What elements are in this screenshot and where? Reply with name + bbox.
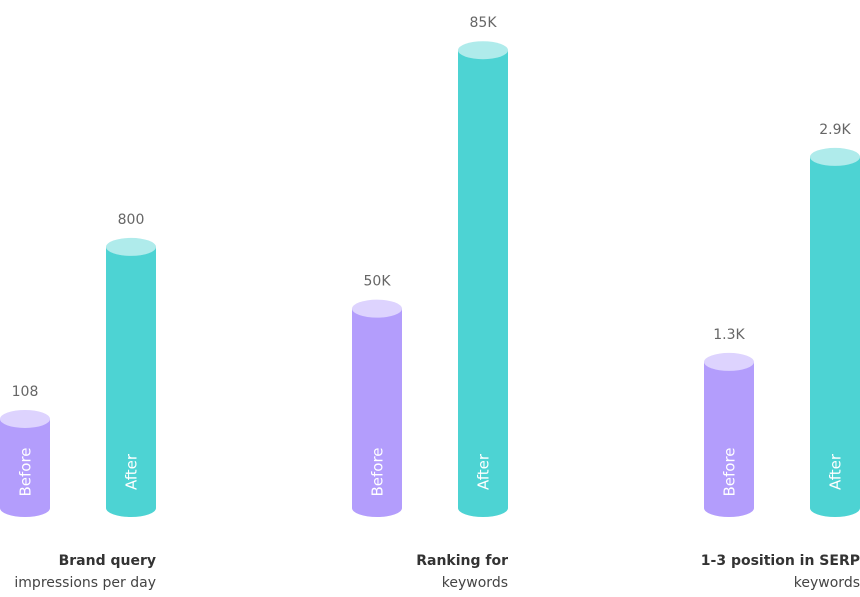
category-label: Before <box>17 447 35 496</box>
bar-body <box>458 50 508 517</box>
bar-body <box>704 361 754 517</box>
bar-cap <box>106 237 156 256</box>
bar <box>0 409 50 517</box>
value-label: 108 <box>12 384 39 400</box>
bar-body <box>352 308 402 517</box>
bar-body <box>810 156 860 518</box>
category-label: Before <box>721 447 739 496</box>
value-label: 85K <box>470 15 498 31</box>
bar-cap <box>352 299 402 318</box>
group-title: Brand query <box>59 553 156 569</box>
group-title: 1-3 position in SERP <box>701 553 860 569</box>
bar-body <box>0 418 50 517</box>
value-label: 2.9K <box>819 122 851 138</box>
group-title: Ranking for <box>416 553 508 569</box>
bar-cap <box>0 409 50 428</box>
bar <box>106 237 156 517</box>
category-label: After <box>123 453 141 490</box>
bar-cap <box>458 41 508 60</box>
group-subtitle: impressions per day <box>14 575 156 591</box>
bar-cap <box>704 352 754 371</box>
value-label: 1.3K <box>713 327 745 343</box>
category-label: After <box>475 453 493 490</box>
bar <box>458 41 508 517</box>
bar-body <box>106 246 156 517</box>
bar <box>352 299 402 517</box>
group-subtitle: keywords <box>794 575 860 591</box>
value-label: 800 <box>118 212 145 228</box>
value-label: 50K <box>364 274 392 290</box>
bar <box>704 352 754 517</box>
group-subtitle: keywords <box>442 575 508 591</box>
category-label: Before <box>369 447 387 496</box>
bar <box>810 147 860 518</box>
category-label: After <box>827 453 845 490</box>
bar-cap <box>810 147 860 166</box>
